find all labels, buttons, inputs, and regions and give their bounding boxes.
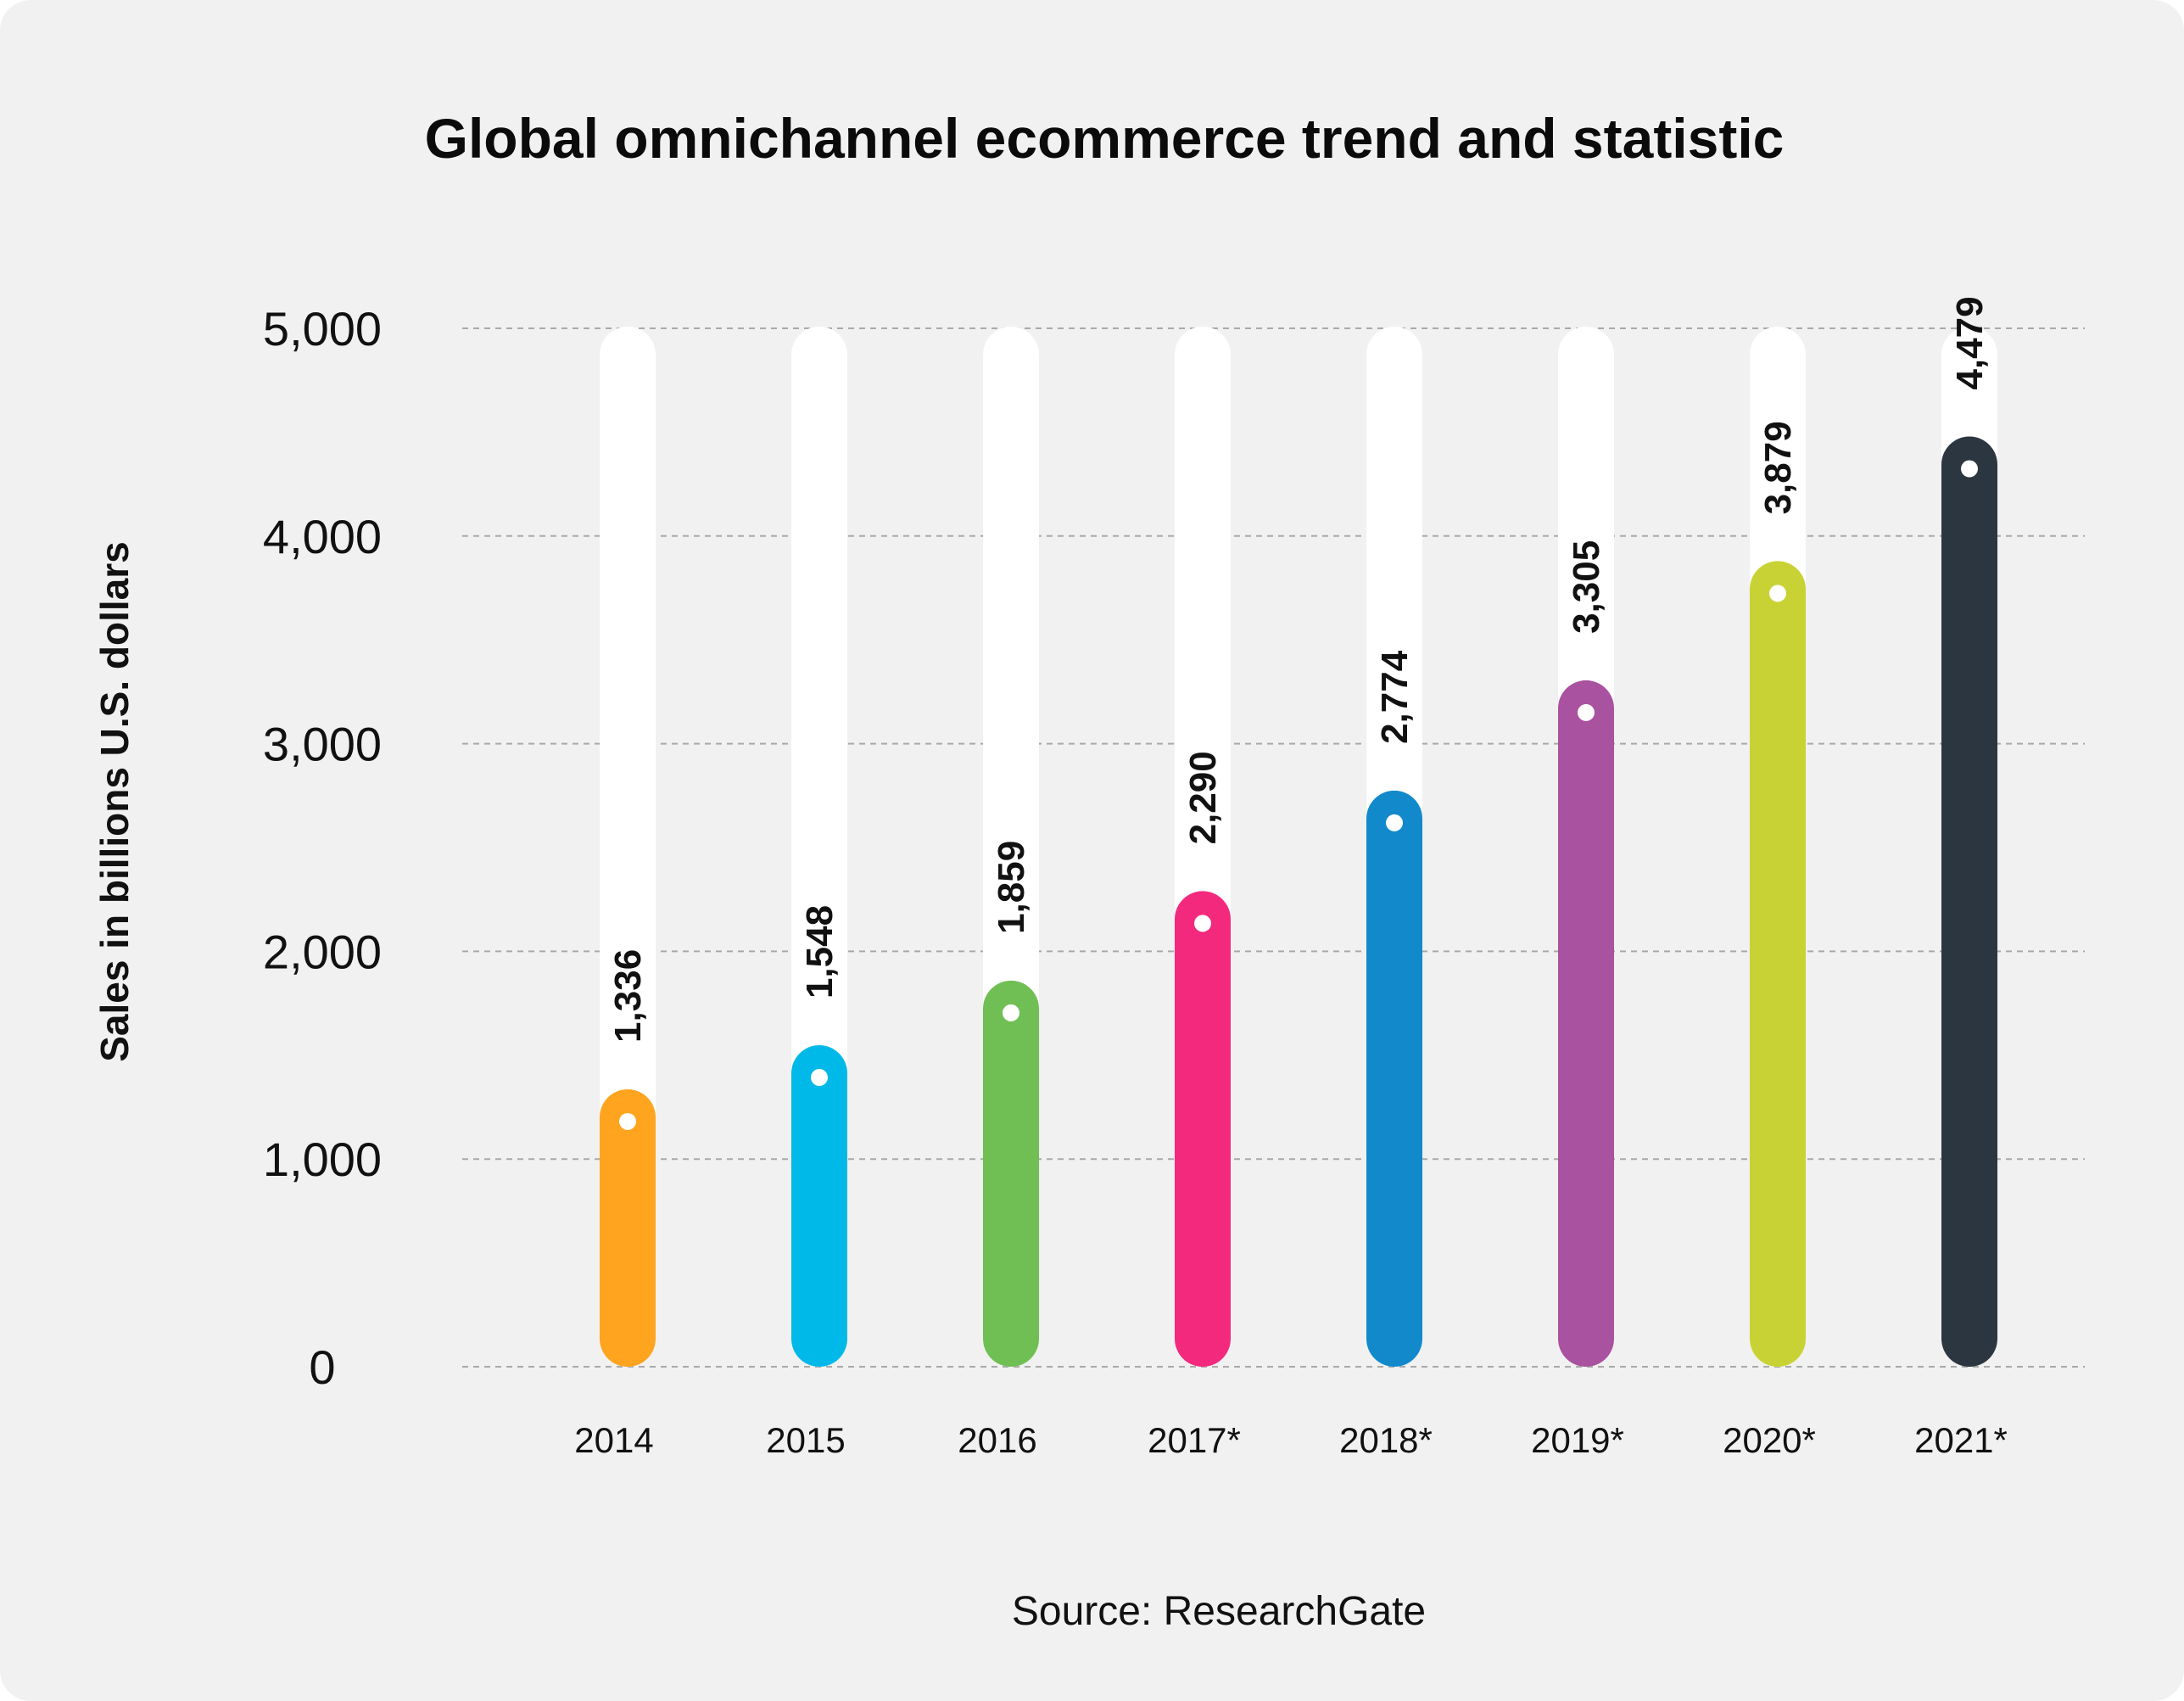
bar-2014: 1,336 <box>600 327 656 1367</box>
bar-fill <box>1558 680 1614 1367</box>
bar-2020: 3,879 <box>1750 327 1806 1367</box>
bar-2016: 1,859 <box>983 327 1039 1367</box>
bar-dot <box>1386 814 1403 831</box>
bar-dot <box>1578 703 1595 721</box>
bar-dot <box>1769 585 1786 602</box>
x-tick-label: 2018* <box>1339 1420 1433 1460</box>
x-tick-labels: 2014 2015 2016 2017* 2018* 2019* 2020* 2021* <box>574 1420 2008 1460</box>
y-tick-label: 4,000 <box>263 510 382 563</box>
bar-fill <box>983 980 1039 1367</box>
bar-dot <box>811 1069 828 1087</box>
y-tick-label: 2,000 <box>263 925 382 978</box>
bars: 1,336 1,548 1,859 2,290 2,774 3,305 3,879 4,479 <box>600 296 1997 1367</box>
bar-fill <box>600 1088 656 1367</box>
y-tick-labels: 0 1,000 2,000 3,000 4,000 5,000 <box>263 302 382 1394</box>
bar-2017: 2,290 <box>1175 327 1231 1367</box>
y-tick-label: 5,000 <box>263 302 382 355</box>
bar-value-label: 2,774 <box>1374 650 1416 744</box>
bar-value-label: 1,336 <box>607 949 649 1043</box>
bar-fill <box>1366 790 1422 1367</box>
chart-title: Global omnichannel ecommerce trend and s… <box>425 107 1785 170</box>
x-tick-label: 2015 <box>766 1420 845 1460</box>
x-tick-label: 2016 <box>958 1420 1036 1460</box>
x-tick-label: 2021* <box>1914 1420 2008 1460</box>
bar-fill <box>1941 436 1997 1367</box>
bar-dot <box>1961 460 1978 478</box>
bar-2015: 1,548 <box>791 327 847 1367</box>
y-axis-label: Sales in billions U.S. dollars <box>92 541 137 1062</box>
bar-fill <box>791 1045 847 1367</box>
bar-fill <box>1175 891 1231 1367</box>
bar-2019: 3,305 <box>1558 327 1614 1367</box>
bar-fill <box>1750 561 1806 1367</box>
bar-2018: 2,774 <box>1366 327 1422 1367</box>
y-tick-label: 0 <box>309 1340 335 1394</box>
gridlines <box>462 327 2085 1368</box>
y-tick-label: 1,000 <box>263 1133 382 1186</box>
bar-value-label: 3,305 <box>1566 540 1607 634</box>
bar-value-label: 3,879 <box>1757 421 1799 514</box>
bar-value-label: 4,479 <box>1949 296 1991 389</box>
bar-2021: 4,479 <box>1941 296 1997 1367</box>
y-tick-label: 3,000 <box>263 718 382 771</box>
x-tick-label: 2020* <box>1723 1420 1816 1460</box>
x-tick-label: 2017* <box>1148 1420 1241 1460</box>
bar-dot <box>619 1112 636 1130</box>
bar-dot <box>1003 1004 1019 1021</box>
source-note: Source: ResearchGate <box>1012 1589 1426 1634</box>
bar-dot <box>1194 915 1211 932</box>
bar-value-label: 2,290 <box>1182 751 1224 844</box>
x-tick-label: 2019* <box>1531 1420 1624 1460</box>
bar-value-label: 1,859 <box>991 841 1032 934</box>
x-tick-label: 2014 <box>574 1420 653 1460</box>
bar-value-label: 1,548 <box>799 905 841 999</box>
